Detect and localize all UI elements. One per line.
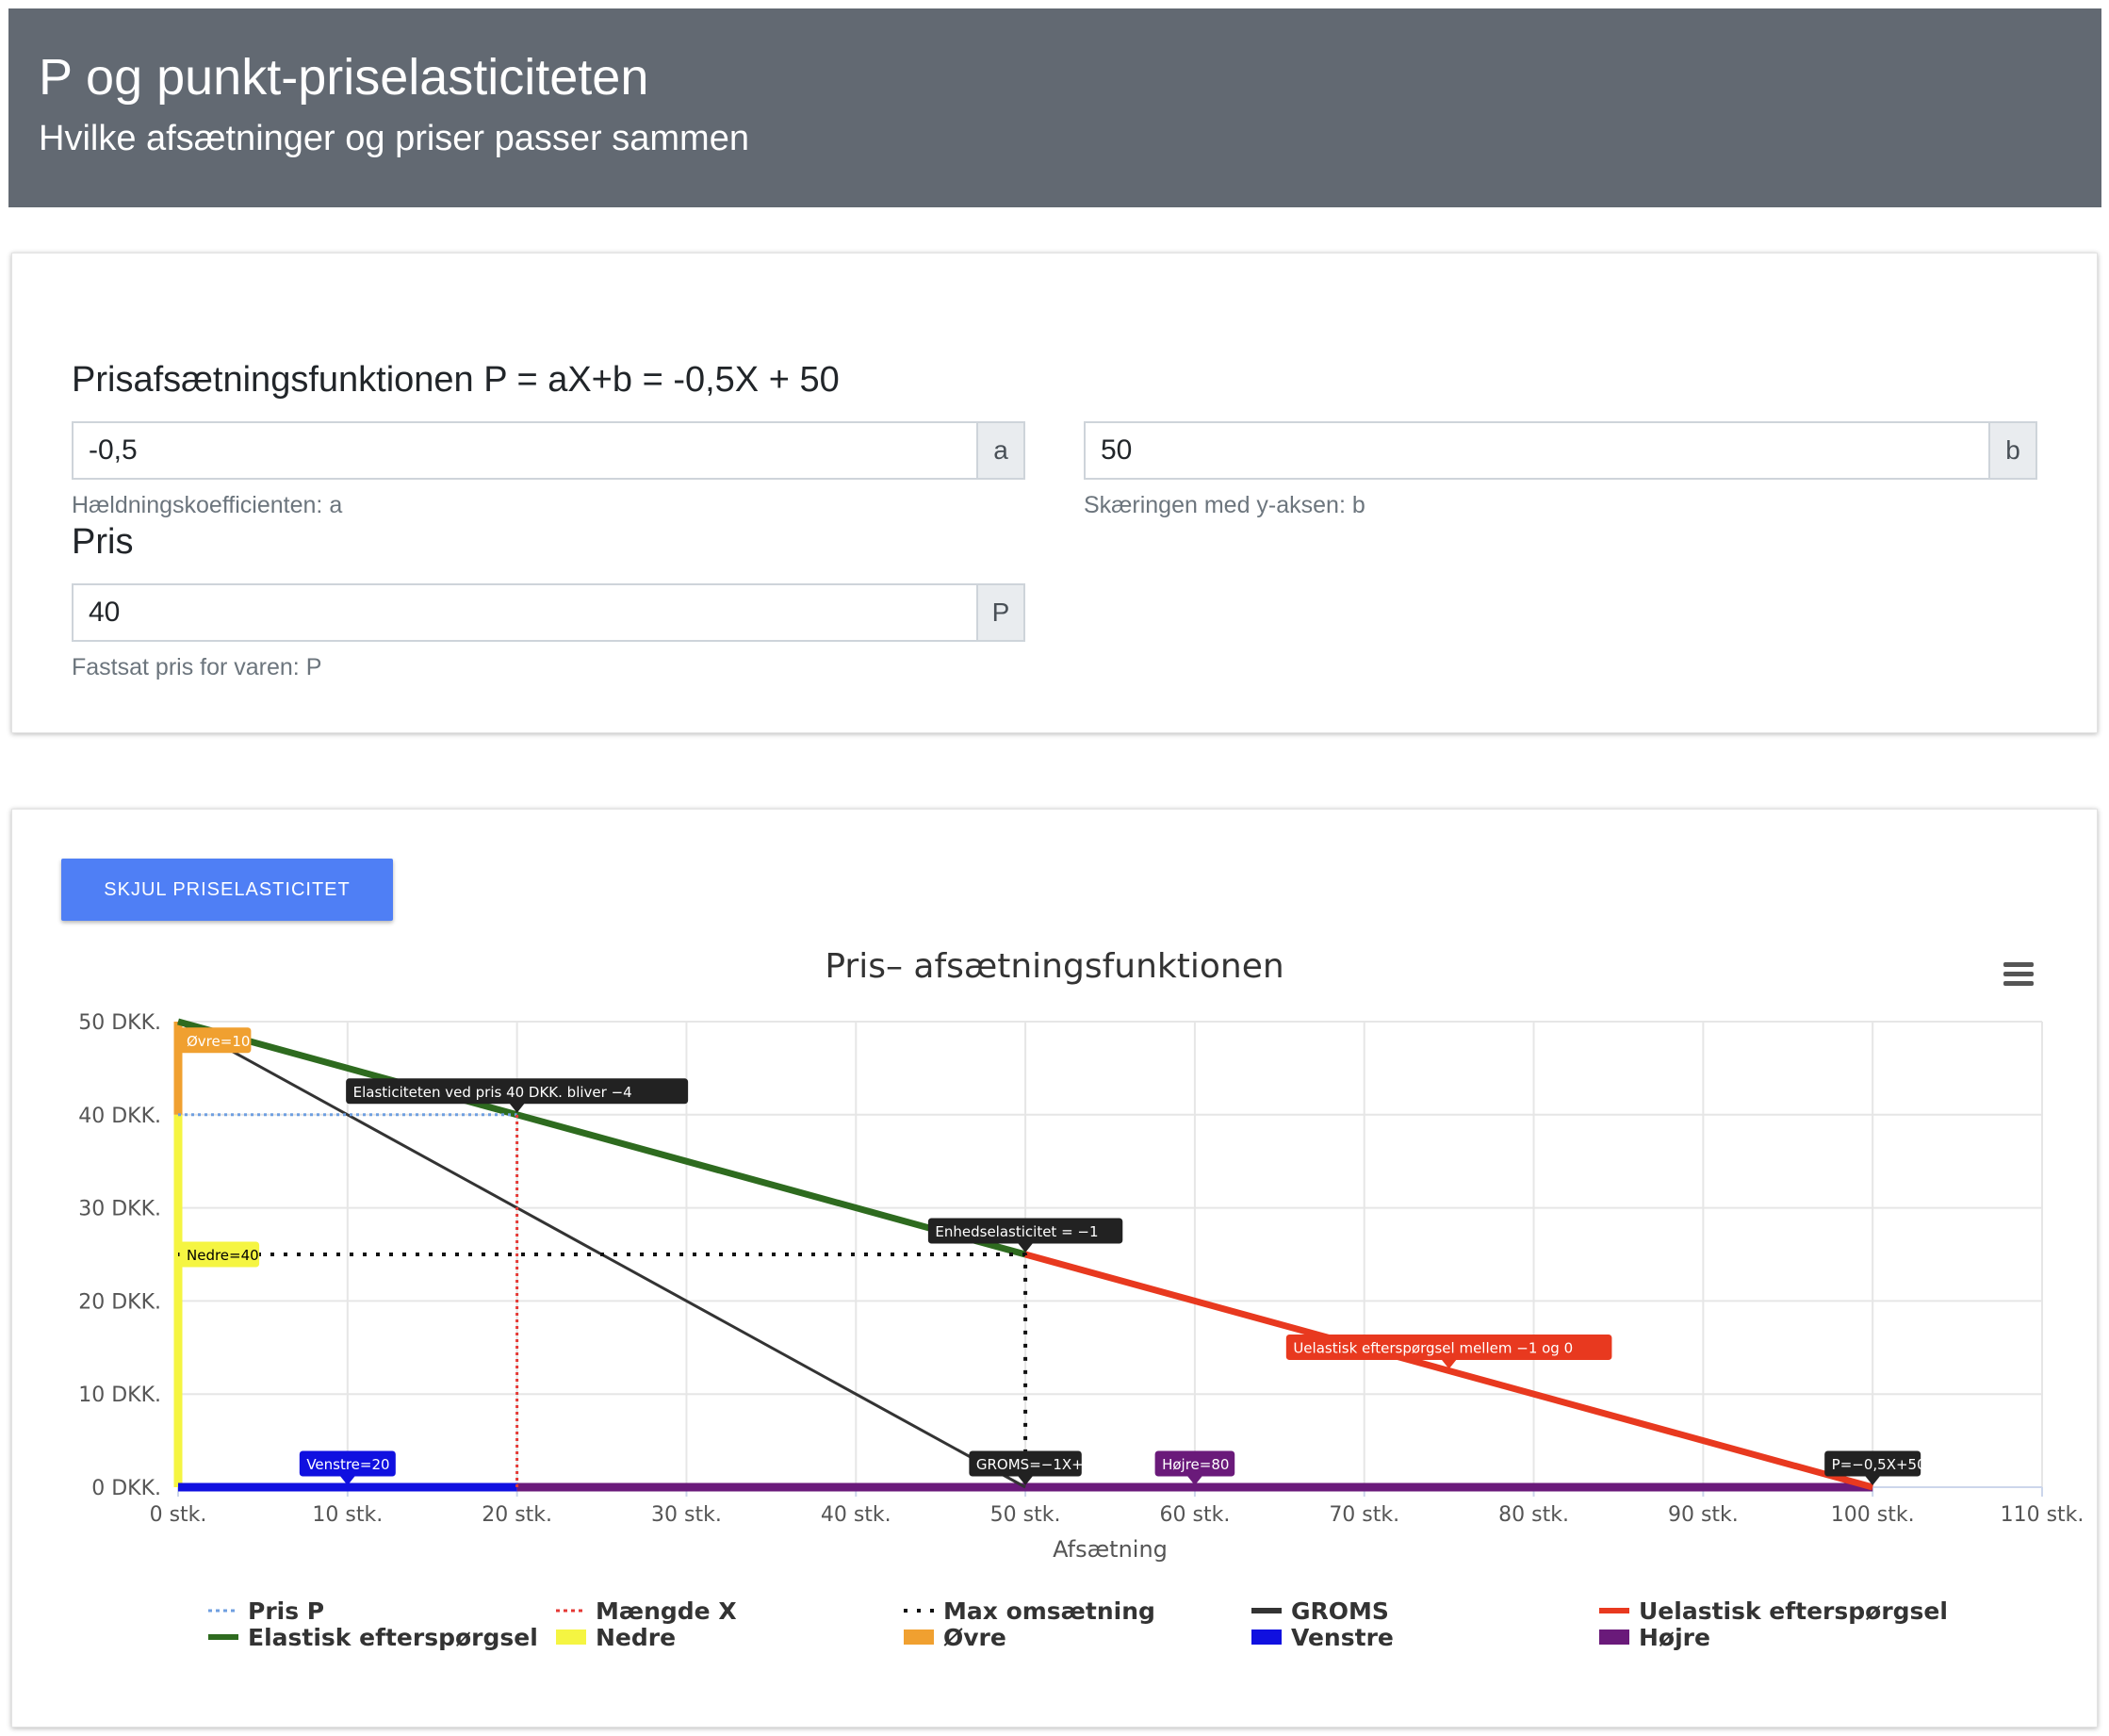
a-help: Hældningskoefficienten: a [72,492,343,518]
x-tick-label: 70 stk. [1329,1503,1399,1527]
x-tick-label: 60 stk. [1160,1503,1231,1527]
legend-item[interactable]: Højre [1599,1624,1710,1651]
legend-label: Elastisk efterspørgsel [248,1624,538,1651]
annotation-pointer [1018,1476,1034,1485]
legend-label: Max omsætning [943,1597,1155,1625]
y-tick-label: 50 DKK. [78,1011,161,1035]
p-addon: P [976,583,1025,642]
x-axis-title: Afsætning [1053,1536,1168,1563]
legend-item[interactable]: Max omsætning [904,1597,1155,1625]
legend-item[interactable]: Elastisk efterspørgsel [208,1624,538,1651]
a-input[interactable] [72,421,976,480]
hide-elasticity-button[interactable]: SKJUL PRISELASTICITET [61,859,393,921]
x-tick-label: 30 stk. [651,1503,722,1527]
legend-item[interactable]: Uelastisk efterspørgsel [1599,1597,1948,1625]
legend-item[interactable]: Nedre [556,1624,676,1651]
annotation-pointer [1441,1359,1457,1369]
function-title: Prisafsætningsfunktionen P = aX+b = -0,5… [72,360,840,400]
legend-item[interactable]: GROMS [1251,1597,1389,1625]
y-tick-label: 10 DKK. [78,1384,161,1407]
b-input[interactable] [1084,421,1988,480]
x-tick-label: 50 stk. [990,1503,1061,1527]
price-chart: Pris– afsætningsfunktionen 0 stk. 10 stk. 2… [78,947,2084,1651]
annotation-label: Venstre=20 [306,1456,389,1473]
annotation-label: Nedre=40 [187,1247,259,1264]
annotation-pointer [509,1103,525,1113]
legend-item[interactable]: Øvre [904,1624,1006,1651]
legend-label: GROMS [1291,1597,1389,1625]
legend-label: Nedre [596,1624,676,1651]
legend-label: Uelastisk efterspørgsel [1639,1597,1948,1625]
y-tick-label: 0 DKK. [91,1477,161,1500]
annotation-pointer [1018,1243,1034,1253]
annotation-label: Øvre=10 [187,1033,250,1050]
p-input[interactable] [72,583,976,642]
y-tick-label: 30 DKK. [78,1198,161,1221]
hamburger-menu-icon[interactable] [2003,962,2034,986]
legend-label: Øvre [943,1624,1006,1651]
price-title: Pris [72,522,134,562]
annotation-pointer [339,1476,355,1485]
annotation-pointer [1186,1476,1202,1485]
x-tick-label: 110 stk. [2001,1503,2084,1527]
series-elastisk-efterspørgsel [177,1018,1027,1258]
legend-label: Højre [1639,1624,1710,1651]
chart-card: SKJUL PRISELASTICITET Pris– afsætningsfu… [11,809,2098,1728]
a-input-group: a [72,421,1025,480]
x-tick-label: 0 stk. [150,1503,207,1527]
legend-item[interactable]: Venstre [1251,1624,1394,1651]
a-addon: a [976,421,1025,480]
y-tick-label: 20 DKK. [78,1290,161,1314]
b-addon: b [1988,421,2037,480]
x-tick-label: 80 stk. [1498,1503,1569,1527]
page-subtitle: Hvilke afsætninger og priser passer samm… [39,119,749,158]
legend-item[interactable]: Mængde X [556,1597,737,1625]
chart-title: Pris– afsætningsfunktionen [825,947,1283,986]
legend-label: Venstre [1291,1624,1394,1651]
legend-symbol [1599,1630,1629,1645]
legend-item[interactable]: Pris P [208,1597,324,1625]
annotation-label: GROMS=−1X+50 [976,1456,1102,1473]
y-tick-label: 40 DKK. [78,1105,161,1128]
b-help: Skæringen med y-aksen: b [1084,492,1365,518]
x-tick-label: 90 stk. [1668,1503,1739,1527]
annotation-label: Elasticiteten ved pris 40 DKK. bliver −4 [353,1084,632,1101]
annotation-label: Højre=80 [1162,1456,1229,1473]
annotation-box [179,1241,260,1268]
annotation-box [179,1027,252,1054]
legend-label: Mængde X [596,1597,737,1625]
series-uelastisk-efterspørgsel [1024,1251,1874,1491]
annotation-label: Uelastisk efterspørgsel mellem −1 og 0 [1293,1340,1573,1357]
legend-symbol [904,1630,934,1645]
series-max-omsætning [178,1253,1028,1487]
x-tick-label: 40 stk. [821,1503,891,1527]
p-help: Fastsat pris for varen: P [72,654,322,680]
p-input-group: P [72,583,1025,642]
x-tick-label: 10 stk. [312,1503,383,1527]
page-title: P og punkt-priselasticiteten [39,49,649,106]
x-tick-label: 100 stk. [1831,1503,1915,1527]
page-header: P og punkt-priselasticiteten Hvilke afsæ… [8,8,2101,207]
input-card: Prisafsætningsfunktionen P = aX+b = -0,5… [11,253,2098,733]
annotation-pointer [1865,1476,1881,1485]
annotation-label: Enhedselasticitet = −1 [935,1223,1098,1240]
x-tick-label: 20 stk. [482,1503,552,1527]
legend-label: Pris P [248,1597,324,1625]
legend-symbol [556,1630,586,1645]
annotation-label: P=−0,5X+50 [1832,1456,1926,1473]
b-input-group: b [1084,421,2037,480]
legend-symbol [1251,1630,1282,1645]
